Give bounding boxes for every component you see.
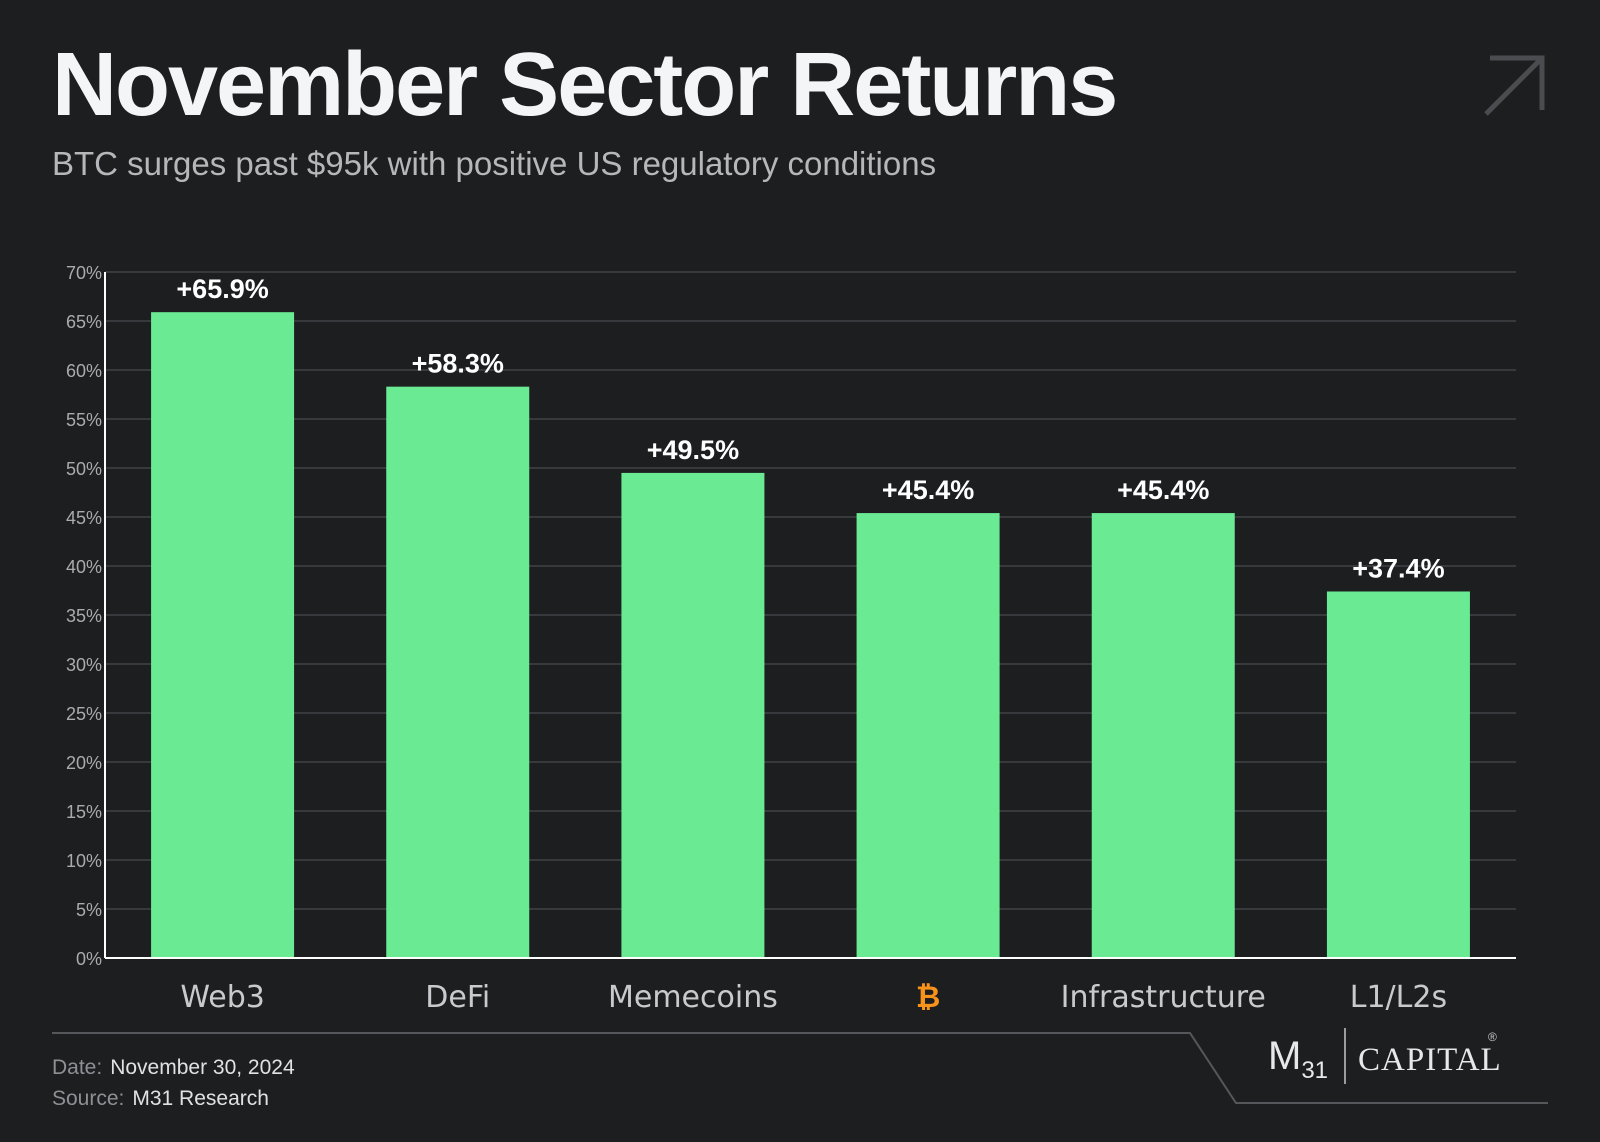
bar — [856, 513, 1000, 958]
y-tick-label: 25% — [66, 704, 102, 724]
arrow-up-right-icon — [1484, 55, 1545, 116]
bar — [386, 386, 530, 958]
category-label: L1/L2s — [1350, 980, 1447, 1010]
logo-separator — [1344, 1028, 1346, 1084]
page-title: November Sector Returns — [52, 35, 1118, 135]
data-label: +37.4% — [1352, 553, 1444, 583]
page-subtitle: BTC surges past $95k with positive US re… — [52, 145, 937, 182]
bar — [1326, 591, 1470, 958]
y-tick-label: 55% — [66, 410, 102, 430]
bar — [621, 472, 765, 958]
y-tick-label: 30% — [66, 655, 102, 675]
category-label: Web3 — [180, 980, 265, 1010]
data-label: +58.3% — [412, 349, 504, 379]
y-tick-label: 20% — [66, 753, 102, 773]
source-label: Source: — [52, 1087, 125, 1110]
y-tick-label: 45% — [66, 508, 102, 528]
data-label: +45.4% — [882, 475, 974, 505]
data-label: +45.4% — [1117, 475, 1209, 505]
data-label: +65.9% — [176, 274, 268, 304]
logo-name: CAPITAL — [1358, 1042, 1502, 1078]
y-tick-labels: 0% 5% 10% 15% 20% 25% 30% 35% 40% 45% 50% 55% 60% 65%… — [66, 263, 102, 969]
data-label: +49.5% — [647, 435, 739, 465]
category-label: Memecoins — [608, 980, 778, 1010]
logo-mark: M31 — [1268, 1034, 1329, 1084]
category-labels: Web3 DeFi Memecoins ₿ Infrastructure L1/L2s — [180, 980, 1447, 1010]
y-tick-label: 60% — [66, 361, 102, 381]
bar-chart: 0% 5% 10% 15% 20% 25% 30% 35% 40% 45% 50% 55% 60% 65%… — [66, 263, 1516, 1010]
data-labels: +65.9% +58.3% +49.5% +45.4% +45.4% +37.4% — [176, 274, 1444, 583]
source-value: M31 Research — [132, 1087, 269, 1110]
category-label: DeFi — [425, 980, 490, 1010]
y-tick-label: 15% — [66, 802, 102, 822]
category-label: Infrastructure — [1061, 980, 1266, 1010]
y-tick-label: 70% — [66, 263, 102, 283]
grid-lines — [105, 271, 1516, 910]
date-row: Date: November 30, 2024 — [52, 1056, 295, 1080]
source-row: Source: M31 Research — [52, 1087, 269, 1111]
bitcoin-icon: ₿ — [916, 980, 940, 1010]
y-tick-label: 40% — [66, 557, 102, 577]
y-tick-label: 65% — [66, 312, 102, 332]
date-value: November 30, 2024 — [110, 1056, 295, 1079]
y-tick-label: 10% — [66, 851, 102, 871]
date-label: Date: — [52, 1056, 103, 1079]
logo-registered-mark: ® — [1488, 1030, 1497, 1044]
y-tick-label: 5% — [76, 900, 102, 920]
bars — [151, 312, 1470, 958]
bar — [1091, 513, 1235, 958]
bar — [151, 312, 295, 958]
y-tick-label: 0% — [76, 949, 102, 969]
y-tick-label: 35% — [66, 606, 102, 626]
y-tick-label: 50% — [66, 459, 102, 479]
